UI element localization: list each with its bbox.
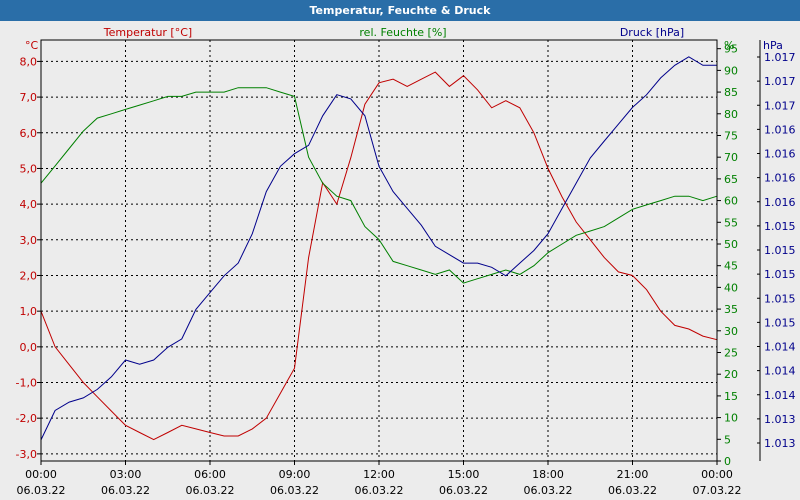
- humidity-tick-label: 25: [724, 346, 738, 359]
- pressure-tick-label: 1.014: [764, 365, 796, 378]
- pressure-tick-label: 1.017: [764, 99, 796, 112]
- x-tick-time: 15:00: [448, 468, 480, 481]
- pressure-tick-label: 1.013: [764, 437, 796, 450]
- grid: [37, 40, 761, 465]
- x-tick-date: 07.03.22: [693, 484, 742, 497]
- temperature-unit: °C: [25, 39, 39, 52]
- pressure-tick-label: 1.016: [764, 196, 796, 209]
- x-tick-time: 21:00: [617, 468, 649, 481]
- humidity-unit: %: [724, 39, 734, 52]
- x-tick-time: 12:00: [363, 468, 395, 481]
- plot-frame: [40, 39, 718, 462]
- x-tick-time: 00:00: [25, 468, 57, 481]
- humidity-tick-label: 90: [724, 64, 738, 77]
- x-tick-date: 06.03.22: [270, 484, 319, 497]
- temperature-tick-label: 6,0: [20, 127, 38, 140]
- pressure-series-line: [40, 56, 717, 441]
- pressure-tick-label: 1.015: [764, 220, 796, 233]
- humidity-tick-label: 55: [724, 216, 738, 229]
- temperature-tick-label: -1,0: [16, 377, 37, 390]
- humidity-tick-label: 75: [724, 129, 738, 142]
- pressure-tick-label: 1.015: [764, 244, 796, 257]
- humidity-tick-label: 0: [724, 455, 731, 468]
- temperature-tick-label: 3,0: [20, 234, 38, 247]
- x-tick-time: 06:00: [194, 468, 226, 481]
- x-tick-date: 06.03.22: [101, 484, 150, 497]
- series-lines: [40, 56, 718, 441]
- humidity-tick-label: 15: [724, 390, 738, 403]
- temperature-tick-label: 7,0: [20, 91, 38, 104]
- humidity-tick-label: 30: [724, 325, 738, 338]
- temperature-tick-label: 5,0: [20, 162, 38, 175]
- humidity-tick-label: 20: [724, 368, 738, 381]
- chart-title: Temperatur, Feuchte & Druck: [0, 0, 800, 21]
- humidity-axis-label: rel. Feuchte [%]: [359, 26, 446, 39]
- humidity-tick-label: 80: [724, 108, 738, 121]
- humidity-tick-label: 60: [724, 195, 738, 208]
- x-tick-date: 06.03.22: [17, 484, 66, 497]
- pressure-tick-label: 1.015: [764, 268, 796, 281]
- pressure-tick-label: 1.017: [764, 75, 796, 88]
- pressure-unit: hPa: [763, 39, 783, 52]
- pressure-tick-label: 1.015: [764, 292, 796, 305]
- pressure-tick-label: 1.013: [764, 413, 796, 426]
- humidity-tick-label: 40: [724, 281, 738, 294]
- pressure-axis-label: Druck [hPa]: [620, 26, 684, 39]
- pressure-tick-label: 1.014: [764, 389, 796, 402]
- temperature-tick-label: 0,0: [20, 341, 38, 354]
- temperature-axis-label: Temperatur [°C]: [103, 26, 192, 39]
- temperature-tick-label: 8,0: [20, 55, 38, 68]
- x-tick-date: 06.03.22: [355, 484, 404, 497]
- humidity-series-line: [40, 87, 718, 284]
- temperature-tick-label: 2,0: [20, 269, 38, 282]
- temperature-tick-label: 1,0: [20, 305, 38, 318]
- x-tick-date: 06.03.22: [439, 484, 488, 497]
- pressure-tick-label: 1.016: [764, 172, 796, 185]
- temperature-tick-label: -3,0: [16, 448, 37, 461]
- pressure-tick-label: 1.016: [764, 148, 796, 161]
- humidity-tick-label: 70: [724, 151, 738, 164]
- temperature-tick-label: -2,0: [16, 412, 37, 425]
- tick-labels: 8,0 7,0 6,0 5,0 4,0 3,0 2,0 1,0 0,0 -1,0 -2,0 -3,0 9…: [16, 43, 796, 497]
- pressure-tick-label: 1.015: [764, 316, 796, 329]
- x-tick-date: 06.03.22: [524, 484, 573, 497]
- x-tick-time: 09:00: [279, 468, 311, 481]
- temperature-tick-label: 4,0: [20, 198, 38, 211]
- humidity-tick-label: 95: [724, 43, 738, 56]
- x-tick-time: 03:00: [110, 468, 142, 481]
- x-tick-date: 06.03.22: [608, 484, 657, 497]
- pressure-tick-label: 1.016: [764, 123, 796, 136]
- humidity-tick-label: 5: [724, 433, 731, 446]
- humidity-tick-label: 85: [724, 86, 738, 99]
- x-tick-time: 18:00: [532, 468, 564, 481]
- temperature-series-line: [40, 71, 718, 441]
- humidity-tick-label: 10: [724, 412, 738, 425]
- humidity-tick-label: 35: [724, 303, 738, 316]
- humidity-tick-label: 65: [724, 173, 738, 186]
- pressure-tick-label: 1.017: [764, 51, 796, 64]
- x-tick-date: 06.03.22: [186, 484, 235, 497]
- humidity-tick-label: 45: [724, 260, 738, 273]
- pressure-tick-label: 1.014: [764, 341, 796, 354]
- humidity-tick-label: 50: [724, 238, 738, 251]
- x-tick-time: 00:00: [701, 468, 733, 481]
